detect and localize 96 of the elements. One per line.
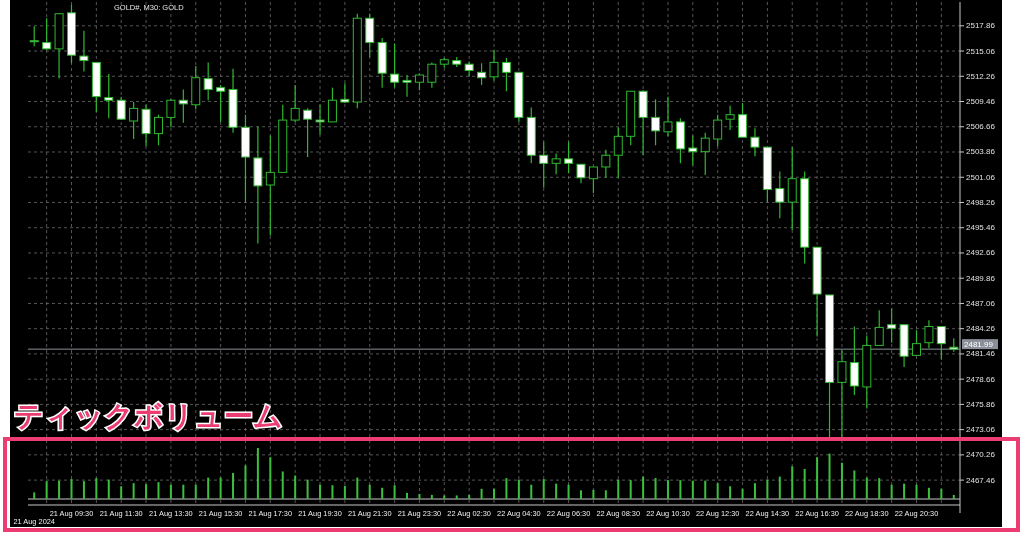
bar — [940, 488, 943, 499]
bar — [716, 483, 719, 499]
bar — [281, 471, 284, 499]
bar — [791, 466, 794, 499]
y-tick-label: 2515.06 — [966, 46, 996, 56]
bar — [666, 480, 669, 499]
y-tick-label: 2487.06 — [966, 298, 996, 308]
bar — [480, 488, 483, 499]
bar — [418, 493, 421, 499]
y-tick-label: 2475.86 — [966, 399, 996, 409]
y-tick-label: 2481.46 — [966, 349, 996, 359]
y-tick-label: 2512.26 — [966, 71, 996, 81]
bar — [343, 485, 346, 499]
bar — [182, 484, 185, 499]
bar — [729, 486, 732, 499]
bar — [629, 480, 632, 499]
bar — [33, 492, 36, 499]
bar — [70, 479, 73, 499]
bar — [132, 483, 135, 499]
bar — [642, 476, 645, 499]
y-tick-label: 2467.46 — [966, 475, 996, 485]
bar — [654, 478, 657, 499]
bar — [406, 492, 409, 499]
bar — [952, 494, 955, 499]
bar — [542, 479, 545, 499]
bar — [915, 484, 918, 499]
bar — [840, 462, 843, 499]
bar — [617, 479, 620, 499]
y-tick-label: 2489.86 — [966, 273, 996, 283]
bar — [45, 481, 48, 499]
y-tick-label: 2492.66 — [966, 248, 996, 258]
bar — [219, 477, 222, 499]
bar — [306, 479, 309, 499]
bar — [430, 494, 433, 499]
bar — [604, 490, 607, 499]
bar — [194, 484, 197, 499]
bar — [319, 484, 322, 499]
bar — [766, 479, 769, 499]
bar — [120, 486, 123, 499]
bar — [443, 495, 446, 499]
bar — [927, 487, 930, 499]
y-tick-label: 2473.06 — [966, 425, 996, 435]
y-tick-label: 2503.86 — [966, 147, 996, 157]
bar — [207, 477, 210, 499]
annotation: ティックボリューム — [14, 400, 283, 432]
bar — [58, 480, 61, 499]
bar — [169, 484, 172, 499]
bar — [145, 484, 148, 499]
y-tick-label: 2501.06 — [966, 172, 996, 182]
y-tick-label: 2495.46 — [966, 223, 996, 233]
bar — [778, 476, 781, 499]
bar — [903, 483, 906, 499]
bar — [579, 490, 582, 499]
ref-line-label: 2481.99 — [964, 340, 994, 350]
bar — [741, 488, 744, 499]
bar — [393, 485, 396, 499]
bar — [890, 484, 893, 499]
bar — [878, 478, 881, 499]
y-tick-label: 2470.26 — [966, 450, 996, 460]
bar — [107, 479, 110, 499]
bar — [803, 468, 806, 499]
y-tick-label: 2509.46 — [966, 97, 996, 107]
bar — [517, 479, 520, 499]
y-tick-label: 2498.26 — [966, 197, 996, 207]
bar — [828, 453, 831, 499]
bar — [865, 477, 868, 499]
bar — [816, 457, 819, 499]
bar — [468, 494, 471, 499]
bar — [505, 478, 508, 499]
bar — [368, 484, 371, 499]
bar — [493, 488, 495, 499]
bar — [157, 482, 160, 499]
y-tick-label: 2506.66 — [966, 122, 996, 132]
bar — [95, 478, 98, 499]
y-tick-label: 2517.86 — [966, 21, 996, 31]
bar — [381, 487, 384, 499]
bar — [530, 484, 533, 499]
bar — [232, 472, 235, 499]
bar — [567, 484, 570, 499]
bar — [753, 483, 756, 499]
y-tick-label: 2484.26 — [966, 324, 996, 334]
bar — [679, 480, 682, 499]
bar — [294, 475, 297, 499]
bar — [455, 495, 458, 499]
bar — [592, 489, 595, 499]
bar — [356, 477, 359, 499]
bar — [691, 480, 694, 499]
bar — [331, 485, 334, 499]
bar — [244, 465, 247, 499]
bar — [704, 480, 707, 499]
bar — [82, 481, 85, 499]
y-tick-label: 2478.66 — [966, 374, 996, 384]
bar — [853, 470, 856, 499]
bar — [269, 457, 272, 499]
bar — [555, 483, 558, 499]
bar — [256, 448, 259, 499]
